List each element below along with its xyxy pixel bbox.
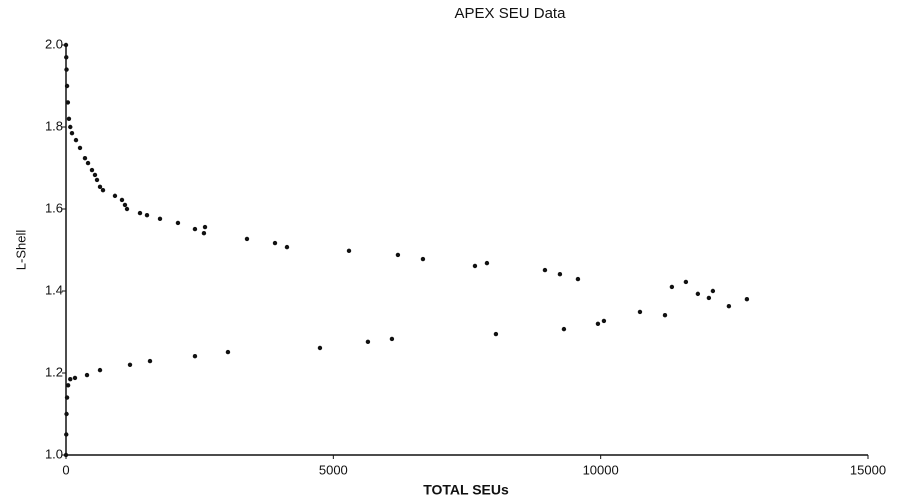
point [346, 248, 352, 254]
point [595, 321, 601, 326]
point [65, 383, 71, 388]
point [97, 184, 103, 190]
chart-title: APEX SEU Data [455, 5, 567, 22]
point [484, 260, 490, 266]
point [202, 224, 208, 230]
point [683, 279, 689, 285]
point [389, 336, 395, 342]
y-tick-label: 1.6 [45, 200, 63, 215]
point [706, 295, 712, 301]
x-tick-label: 0 [62, 462, 69, 477]
point [147, 358, 153, 364]
point [420, 256, 426, 262]
point [192, 353, 198, 359]
y-tick-label: 1.8 [45, 118, 63, 133]
point [637, 309, 643, 315]
point [64, 411, 69, 417]
point [73, 137, 79, 143]
point [77, 145, 83, 151]
y-axis-label: L-Shell [13, 230, 28, 271]
x-tick-label: 15000 [850, 462, 886, 477]
x-tick-label: 10000 [583, 462, 619, 477]
point [64, 55, 69, 60]
point [201, 230, 207, 236]
point [695, 291, 701, 297]
point [365, 339, 371, 345]
point [137, 210, 143, 216]
point [601, 318, 607, 324]
point [472, 263, 478, 269]
point [561, 326, 567, 332]
point [85, 160, 91, 166]
point [272, 240, 278, 246]
point [192, 226, 198, 232]
point [542, 267, 548, 273]
point [284, 244, 290, 250]
point [395, 252, 401, 258]
point [66, 116, 72, 122]
point [84, 372, 90, 378]
y-tick-label: 1.2 [45, 364, 63, 379]
point [493, 331, 499, 337]
point [575, 276, 581, 282]
point [557, 271, 563, 277]
point [175, 220, 181, 226]
point [64, 432, 69, 437]
point [100, 187, 106, 193]
y-tick-label: 2.0 [45, 36, 63, 51]
point [69, 130, 75, 136]
point [726, 303, 732, 309]
point [63, 452, 69, 458]
x-axis-label: TOTAL SEUs [423, 482, 509, 498]
point [97, 367, 103, 373]
point [63, 42, 69, 48]
point [82, 155, 88, 161]
point [72, 375, 78, 381]
point [94, 177, 100, 183]
point [112, 193, 118, 199]
point [244, 236, 250, 242]
point [669, 284, 675, 290]
point [64, 395, 70, 400]
point [68, 376, 73, 382]
point [157, 216, 163, 222]
point [144, 212, 150, 218]
y-tick-label: 1.4 [45, 282, 63, 297]
point [127, 362, 133, 367]
point [744, 297, 750, 302]
point [122, 202, 128, 208]
point [89, 167, 95, 173]
point [662, 312, 668, 318]
point [710, 288, 716, 294]
point [65, 100, 71, 105]
point [317, 345, 323, 351]
y-tick-label: 1.0 [45, 446, 63, 461]
point [92, 172, 98, 178]
x-tick-label: 5000 [319, 462, 348, 477]
point [68, 124, 73, 130]
point [124, 206, 130, 212]
point [119, 197, 125, 203]
point [225, 349, 231, 355]
point [64, 67, 69, 72]
point [64, 83, 70, 89]
